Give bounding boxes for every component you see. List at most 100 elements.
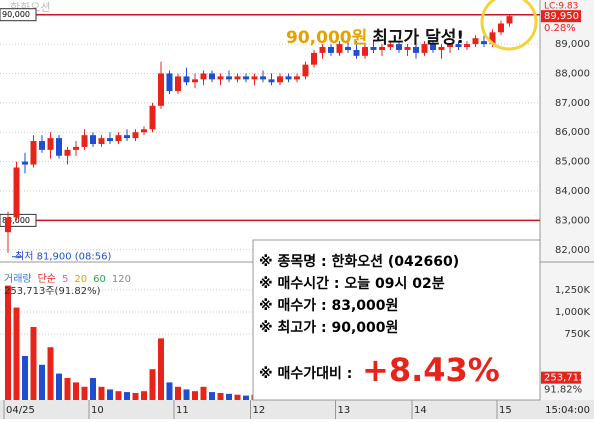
time-label: 15:04:00 [545, 405, 590, 416]
volume-bar [64, 378, 71, 400]
candle-body [472, 38, 479, 45]
candle-body [268, 79, 275, 83]
volume-ratio: 91.82% [544, 385, 582, 396]
candle-body [430, 44, 436, 50]
info-highlight-label: ※ 매수가대비 : [259, 366, 352, 382]
candle-body [481, 41, 487, 45]
volume-bar [158, 338, 164, 400]
volume-info: 253,713주(91.82%) [4, 286, 101, 297]
volume-bar [56, 373, 62, 400]
y-tick-label: 85,000 [555, 157, 590, 168]
candle-body [319, 47, 326, 53]
candle-body [30, 141, 37, 165]
info-line: ※ 최고가 : 90,000원 [259, 320, 398, 336]
annotation-price: 90,000원 [286, 28, 367, 48]
y-tick-label: 750K [564, 329, 590, 340]
last-price: 89,950 [544, 11, 579, 22]
candle-body [73, 146, 79, 150]
annotation-text: 최고가 달성! [372, 27, 464, 48]
change: 0.28% [544, 23, 576, 34]
highlight-circle [480, 0, 538, 51]
low-annotation: 최저 81,900 (08:56) [15, 251, 111, 263]
candle-body [396, 44, 402, 50]
y-tick-label: 1,000K [555, 307, 591, 318]
candle-body [498, 23, 504, 33]
candle-body [192, 79, 198, 83]
volume-bar [141, 391, 147, 400]
volume-bar [217, 392, 224, 400]
volume-bar [243, 395, 249, 400]
candle-body [404, 47, 411, 50]
last-volume: 253,713 [544, 373, 585, 384]
candle-body [13, 167, 20, 218]
candle-body [447, 44, 453, 48]
volume-bar [226, 393, 232, 400]
candle-body [175, 76, 181, 92]
volume-bar [166, 382, 173, 400]
volume-bar [13, 307, 20, 400]
candle-body [251, 76, 258, 80]
candle-body [421, 44, 428, 53]
candle-body [294, 76, 300, 80]
info-highlight-value: +8.43% [362, 351, 500, 389]
candle-body [506, 16, 513, 24]
reference-label: 90,000 [2, 10, 30, 19]
volume-bar [115, 391, 122, 400]
x-tick-label: 13 [338, 405, 351, 416]
candle-body [243, 76, 249, 80]
volume-legend-item: 5 [62, 274, 68, 285]
y-tick-label: 84,000 [555, 186, 590, 197]
candle-body [226, 76, 232, 80]
candle-body [209, 73, 215, 80]
volume-legend-item: 20 [74, 274, 87, 285]
candle-body [353, 49, 360, 56]
candle-body [413, 47, 419, 53]
volume-bar [149, 369, 156, 400]
candle-body [277, 76, 283, 83]
candle-body [115, 135, 122, 142]
y-tick-label: 89,000 [555, 39, 590, 50]
candle-body [56, 138, 62, 156]
x-tick-label: 15 [499, 405, 512, 416]
volume-bar [192, 391, 198, 400]
last-volume-bg [541, 371, 581, 384]
candle-body [98, 138, 105, 144]
candle-body [379, 47, 385, 50]
last-price-bg [541, 10, 581, 23]
candle-body [328, 47, 334, 53]
candle-body [285, 76, 292, 80]
candle-body [455, 44, 462, 48]
volume-bar [124, 392, 130, 400]
info-line: ※ 매수가 : 83,000원 [259, 298, 398, 314]
candle-body [81, 135, 88, 147]
candle-body [141, 129, 147, 133]
candle-body [438, 47, 445, 50]
volume-bar [30, 326, 37, 400]
candle-body [200, 73, 207, 80]
volume-bar [47, 347, 54, 400]
candle-body [47, 138, 54, 150]
candle-body [5, 217, 11, 233]
x-tick-label: 12 [253, 405, 266, 416]
y-tick-label: 82,000 [555, 245, 590, 256]
candle-body [311, 52, 317, 65]
y-tick-label: 1,250K [555, 285, 591, 296]
x-tick-label: 11 [176, 405, 189, 416]
candle-body [39, 141, 45, 150]
volume-bar [73, 382, 79, 400]
volume-bar [132, 392, 139, 400]
y-tick-label: 87,000 [555, 98, 590, 109]
x-tick-label: 14 [414, 405, 427, 416]
x-axis-bg [0, 400, 594, 419]
x-tick-label: 04/25 [6, 405, 35, 416]
candle-body [124, 135, 130, 139]
y-tick-label: 88,000 [555, 68, 590, 79]
candle-body [64, 149, 71, 156]
volume-bar [39, 364, 45, 400]
candle-body [336, 44, 343, 53]
candle-body [158, 73, 164, 106]
candle-body [149, 105, 156, 130]
volume-bar [209, 392, 215, 400]
volume-legend-item: 60 [93, 274, 106, 285]
